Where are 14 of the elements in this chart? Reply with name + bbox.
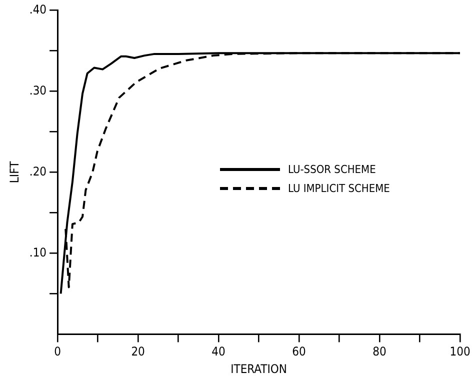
x-tick-label: 60 xyxy=(292,344,306,359)
x-tick-label: 80 xyxy=(372,344,387,359)
y-tick-label: .20 xyxy=(29,164,47,178)
legend-label: LU-SSOR SCHEME xyxy=(288,163,376,176)
y-tick-label: .30 xyxy=(29,83,47,98)
x-tick-label: 20 xyxy=(131,344,146,359)
x-axis-title: ITERATION xyxy=(230,362,287,376)
y-tick-label: .10 xyxy=(29,245,47,260)
legend-label: LU IMPLICIT SCHEME xyxy=(288,182,390,196)
x-tick-label: 40 xyxy=(212,344,226,359)
y-axis-title: LIFT xyxy=(7,160,22,184)
x-tick-label: 0 xyxy=(54,344,62,359)
y-tick-label: .40 xyxy=(29,2,47,16)
x-tick-label: 100 xyxy=(450,344,470,359)
